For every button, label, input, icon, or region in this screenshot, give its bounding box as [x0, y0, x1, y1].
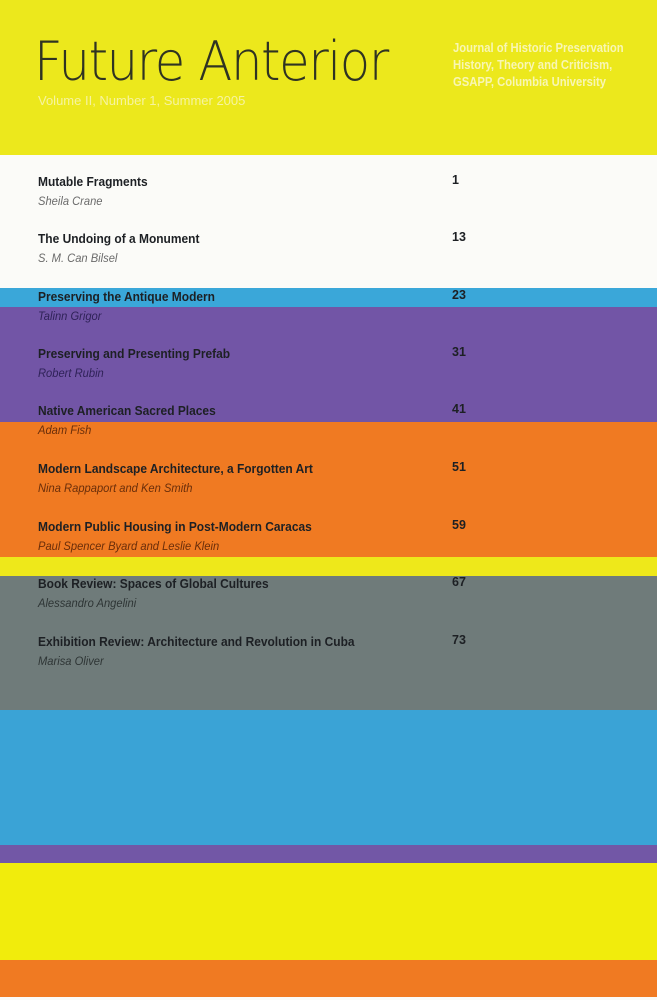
tagline-line: GSAPP, Columbia University	[453, 75, 606, 89]
toc-entry: Book Review: Spaces of Global Cultures A…	[38, 575, 638, 610]
page-number: 51	[452, 460, 466, 474]
article-author: Paul Spencer Byard and Leslie Klein	[38, 539, 220, 553]
article-title: Book Review: Spaces of Global Cultures	[38, 576, 269, 591]
page-number: 1	[452, 173, 459, 187]
toc-entry: Preserving and Presenting Prefab Robert …	[38, 345, 638, 380]
toc-entry: Mutable Fragments Sheila Crane 1	[38, 173, 638, 208]
article-title: Mutable Fragments	[38, 174, 148, 189]
band-yellow-bottom	[0, 863, 657, 960]
band-cyan-large	[0, 710, 657, 845]
toc-entry: Native American Sacred Places Adam Fish …	[38, 402, 638, 437]
article-title: Native American Sacred Places	[38, 403, 216, 418]
article-author: Alessandro Angelini	[38, 596, 137, 610]
page-number: 59	[452, 518, 466, 532]
toc-entry: Modern Landscape Architecture, a Forgott…	[38, 460, 638, 495]
article-title: Preserving the Antique Modern	[38, 289, 215, 304]
band-yellow	[0, 557, 657, 576]
toc-entry: The Undoing of a Monument S. M. Can Bils…	[38, 230, 638, 265]
article-title: Preserving and Presenting Prefab	[38, 346, 231, 361]
page-number: 67	[452, 575, 466, 589]
journal-tagline: Journal of Historic Preservation History…	[453, 40, 624, 91]
article-author: Robert Rubin	[38, 366, 104, 380]
tagline-line: Journal of Historic Preservation	[453, 41, 624, 55]
page-number: 73	[452, 633, 466, 647]
page-number: 31	[452, 345, 466, 359]
article-author: Sheila Crane	[38, 194, 103, 208]
page-number: 41	[452, 402, 466, 416]
band-purple	[0, 307, 657, 422]
journal-title: Future Anterior	[34, 30, 389, 93]
article-author: Nina Rappaport and Ken Smith	[38, 481, 193, 495]
article-title: Exhibition Review: Architecture and Revo…	[38, 634, 355, 649]
toc-entry: Modern Public Housing in Post-Modern Car…	[38, 518, 638, 553]
article-author: Adam Fish	[38, 423, 92, 437]
article-title: Modern Landscape Architecture, a Forgott…	[38, 461, 313, 476]
page-number: 23	[452, 288, 466, 302]
header-band-yellow	[0, 0, 657, 155]
band-purple-thin	[0, 845, 657, 863]
article-author: S. M. Can Bilsel	[38, 251, 118, 265]
issue-info: Volume II, Number 1, Summer 2005	[38, 93, 246, 108]
band-cyan	[0, 288, 657, 307]
article-author: Talinn Grigor	[38, 309, 102, 323]
band-orange	[0, 422, 657, 557]
tagline-line: History, Theory and Criticism,	[453, 58, 613, 72]
page-number: 13	[452, 230, 466, 244]
band-orange-bottom	[0, 960, 657, 997]
toc-entry: Exhibition Review: Architecture and Revo…	[38, 633, 638, 668]
band-white	[0, 155, 657, 288]
article-author: Marisa Oliver	[38, 654, 104, 668]
toc-entry: Preserving the Antique Modern Talinn Gri…	[38, 288, 638, 323]
band-gray	[0, 576, 657, 710]
article-title: The Undoing of a Monument	[38, 231, 200, 246]
article-title: Modern Public Housing in Post-Modern Car…	[38, 519, 312, 534]
